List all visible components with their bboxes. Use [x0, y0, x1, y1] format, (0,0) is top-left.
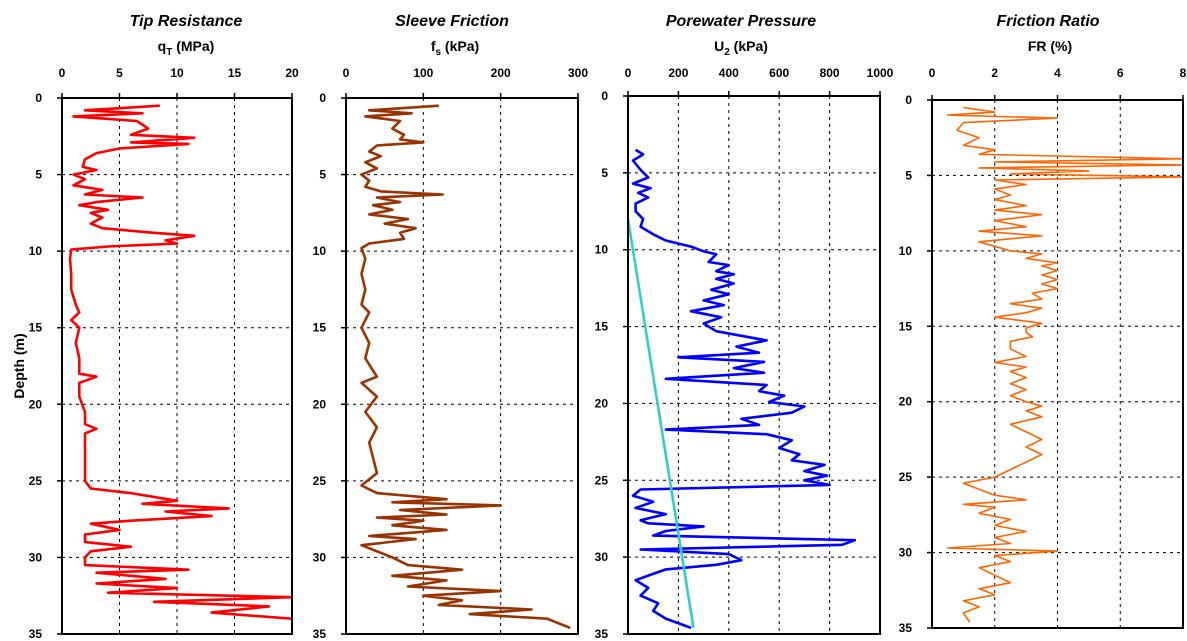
- y-tick-label: 25: [313, 474, 327, 488]
- x-tick-label: 800: [820, 66, 840, 80]
- y-tick-label: 10: [313, 244, 327, 258]
- y-tick-label: 0: [601, 89, 608, 103]
- y-tick-label: 5: [35, 168, 42, 182]
- y-tick-label: 10: [595, 243, 609, 257]
- x-tick-label: 1000: [867, 66, 894, 80]
- y-tick-label: 25: [899, 470, 913, 484]
- panel-2: Sleeve Friction fs (kPa) 0 100 200 300 0 5 10 15 2…: [313, 13, 589, 641]
- y-tick-label: 35: [899, 621, 913, 635]
- y-tick-label: 0: [905, 93, 912, 107]
- x-tick-label: 300: [568, 66, 588, 80]
- series-line-2: [628, 218, 695, 629]
- x-tick-label: 5: [116, 66, 123, 80]
- y-tick-label: 35: [29, 627, 43, 641]
- y-tick-label: 30: [595, 550, 609, 564]
- plot-frame: [345, 97, 579, 635]
- y-tick-label: 35: [313, 627, 327, 641]
- y-tick-label: 20: [29, 397, 43, 411]
- y-tick-label: 15: [313, 321, 327, 335]
- x-tick-label: 20: [285, 66, 299, 80]
- x-tick-label: 600: [769, 66, 789, 80]
- x-tick-label: 8: [1180, 66, 1187, 80]
- plot-frame: [627, 95, 881, 635]
- y-axis-label: Depth (m): [11, 333, 27, 398]
- x-tick-label: 0: [343, 66, 350, 80]
- y-tick-label: 30: [29, 550, 43, 564]
- chart-title: Tip Resistance: [130, 13, 243, 30]
- x-tick-label: 200: [491, 66, 511, 80]
- series-line-1: [631, 148, 857, 630]
- x-axis-label: U2 (kPa): [714, 38, 768, 58]
- x-tick-label: 15: [228, 66, 242, 80]
- chart-title: Porewater Pressure: [666, 13, 816, 30]
- y-tick-label: 20: [313, 397, 327, 411]
- x-tick-label: 6: [1117, 66, 1124, 80]
- panel-1: Tip Resistance qT (MPa) 0 5 10 15 20 0 5 10 15 20 25…: [29, 13, 299, 641]
- panel-4: Friction Ratio FR (%) 0 2 4 6 8 0 5 10 15 20 25 30 35: [899, 13, 1187, 635]
- x-tick-label: 2: [991, 66, 998, 80]
- y-tick-label: 25: [29, 474, 43, 488]
- y-tick-label: 15: [899, 319, 913, 333]
- y-tick-label: 0: [319, 91, 326, 105]
- x-tick-label: 100: [413, 66, 433, 80]
- y-tick-label: 0: [35, 91, 42, 105]
- x-axis-label: fs (kPa): [431, 38, 479, 58]
- x-tick-label: 400: [719, 66, 739, 80]
- series-line-1: [360, 104, 571, 630]
- y-tick-label: 10: [899, 244, 913, 258]
- y-tick-label: 30: [899, 546, 913, 560]
- y-tick-label: 15: [595, 320, 609, 334]
- y-tick-label: 10: [29, 244, 43, 258]
- y-tick-label: 5: [601, 166, 608, 180]
- y-tick-label: 20: [595, 396, 609, 410]
- x-tick-label: 200: [668, 66, 688, 80]
- y-tick-label: 5: [319, 168, 326, 182]
- y-tick-label: 20: [899, 395, 913, 409]
- x-tick-label: 0: [929, 66, 936, 80]
- y-tick-label: 25: [595, 473, 609, 487]
- x-axis-label: FR (%): [1028, 38, 1072, 54]
- y-tick-label: 15: [29, 321, 43, 335]
- x-tick-label: 0: [59, 66, 66, 80]
- y-tick-label: 5: [905, 168, 912, 182]
- chart-title: Sleeve Friction: [395, 13, 509, 30]
- y-tick-label: 30: [313, 550, 327, 564]
- chart-title: Friction Ratio: [996, 13, 1099, 30]
- series-line-1: [68, 104, 292, 620]
- y-tick-label: 35: [595, 627, 609, 641]
- x-tick-label: 0: [625, 66, 632, 80]
- x-axis-label: qT (MPa): [158, 38, 215, 58]
- x-tick-label: 10: [170, 66, 184, 80]
- x-tick-label: 4: [1054, 66, 1061, 80]
- series-line-1: [946, 106, 1183, 623]
